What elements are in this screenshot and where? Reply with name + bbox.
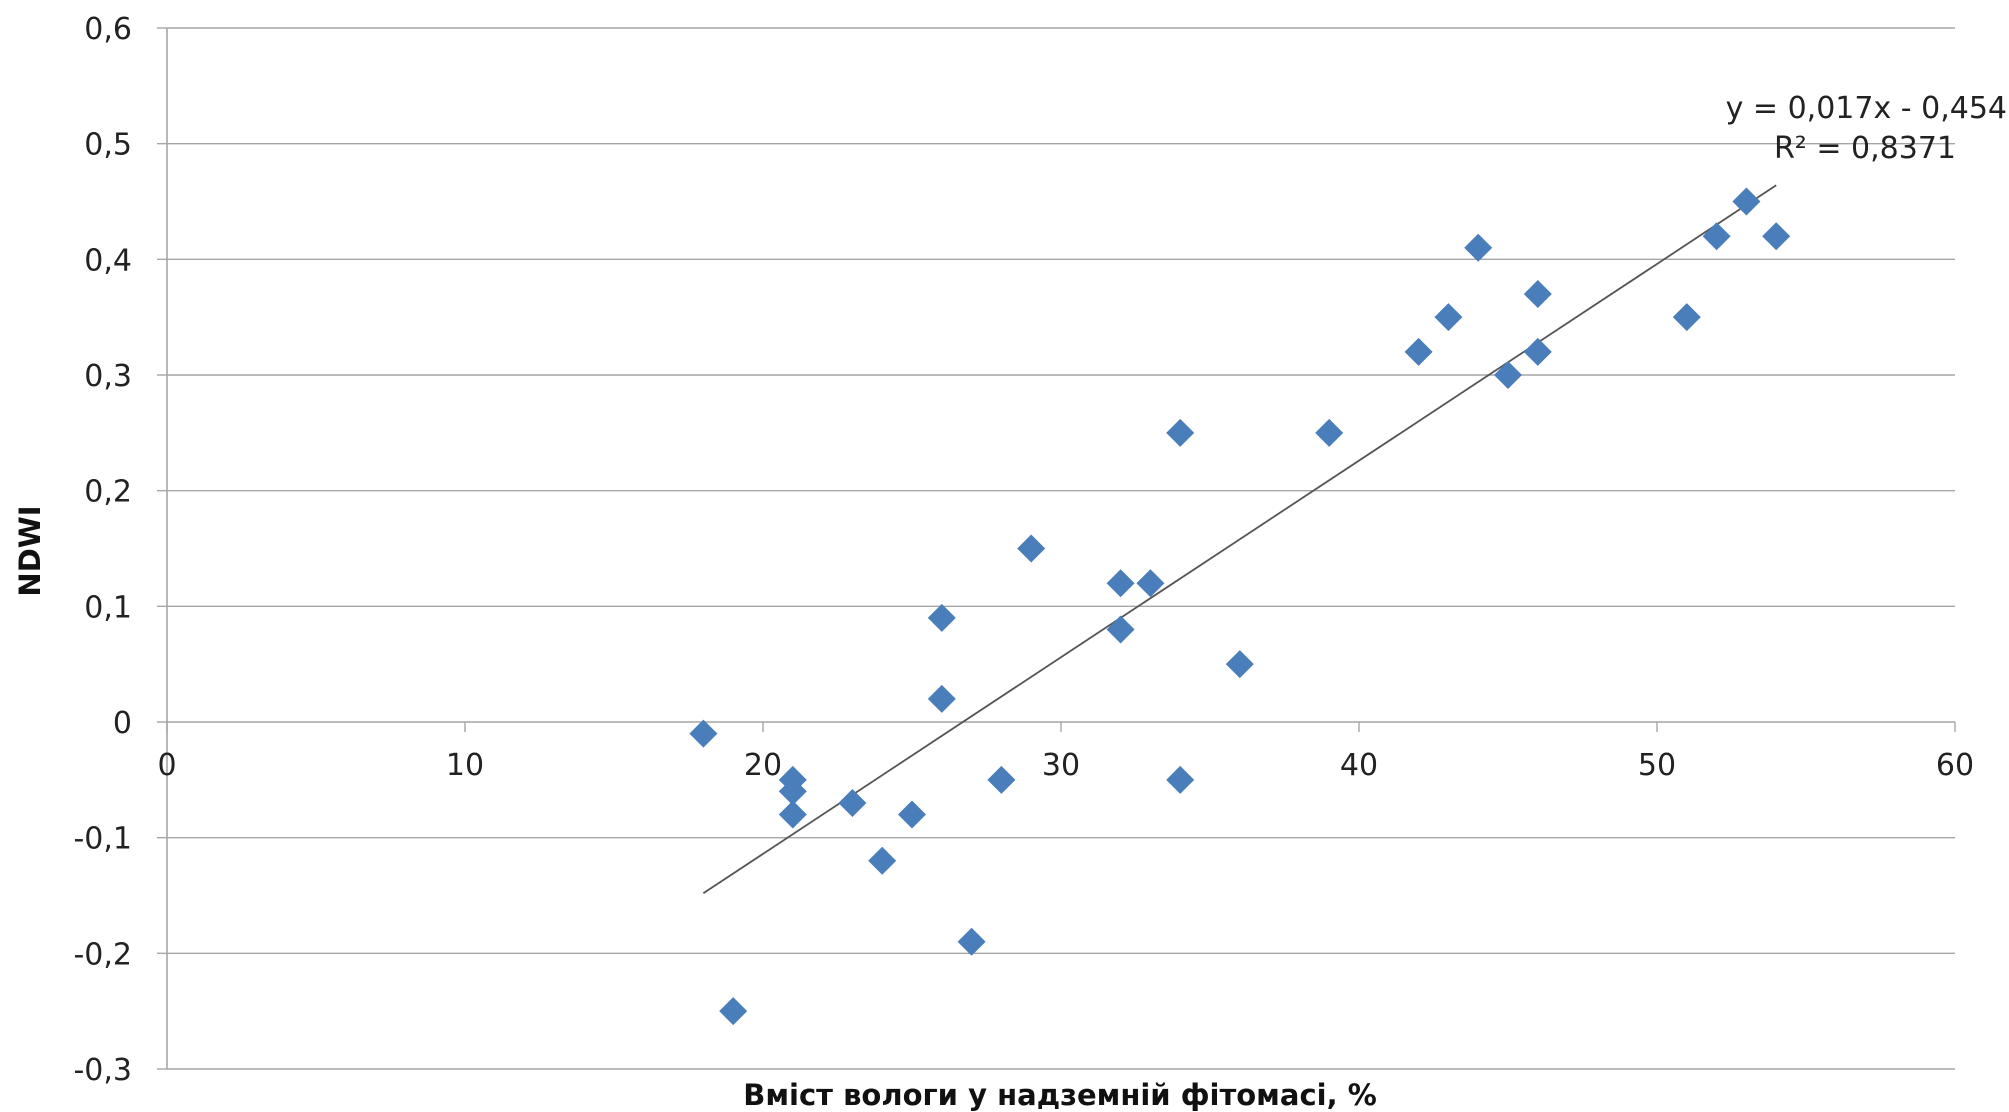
- data-point: [927, 684, 956, 713]
- x-tick-label: 50: [1638, 748, 1676, 783]
- trendline: [702, 184, 1777, 894]
- x-tick-label: 0: [157, 748, 176, 783]
- y-tick-label: 0,5: [84, 128, 132, 163]
- data-point: [719, 997, 748, 1026]
- y-tick-label: 0,6: [84, 12, 132, 47]
- data-point: [1762, 222, 1791, 251]
- data-point: [1404, 337, 1433, 366]
- data-point: [1523, 280, 1552, 309]
- axes: [157, 27, 1956, 1070]
- x-axis-title: Вміст вологи у надземній фітомасі, %: [743, 1078, 1377, 1112]
- data-point: [1166, 418, 1195, 447]
- data-point: [1732, 187, 1761, 216]
- data-point: [1702, 222, 1731, 251]
- y-tick-label: 0,1: [84, 590, 132, 625]
- x-tick-label: 40: [1340, 748, 1378, 783]
- x-tick-label: 20: [744, 748, 782, 783]
- data-point: [868, 846, 897, 875]
- data-point: [838, 788, 867, 817]
- trendline-group: [702, 184, 1777, 894]
- data-point: [1136, 569, 1165, 598]
- trendline-equation: y = 0,017x - 0,454: [1726, 91, 2007, 126]
- y-tick-label: 0,3: [84, 359, 132, 394]
- y-tick-label: -0,2: [73, 937, 132, 972]
- data-point: [927, 603, 956, 632]
- x-tick-label: 30: [1042, 748, 1080, 783]
- trendline-r2: R² = 0,8371: [1774, 131, 1956, 166]
- y-tick-label: 0,2: [84, 475, 132, 510]
- data-point: [689, 719, 718, 748]
- data-points: [689, 187, 1791, 1026]
- y-tick-label: -0,3: [73, 1053, 132, 1088]
- data-point: [778, 777, 807, 806]
- data-point: [898, 800, 926, 829]
- data-point: [1315, 418, 1344, 447]
- y-tick-label: 0: [113, 706, 132, 741]
- data-point: [987, 765, 1016, 794]
- data-point: [1672, 303, 1701, 332]
- data-point: [1225, 650, 1254, 679]
- data-point: [778, 800, 807, 829]
- gridlines: [167, 27, 1955, 1070]
- data-point: [957, 927, 986, 956]
- data-point: [1106, 569, 1135, 598]
- x-tick-label: 10: [446, 748, 484, 783]
- data-point: [1464, 233, 1493, 262]
- data-point: [1494, 361, 1522, 389]
- y-tick-labels: -0,3 -0,2 -0,1 0 0,1 0,2 0,3 0,4 0,5 0,6: [73, 12, 132, 1088]
- y-tick-label: 0,4: [84, 243, 132, 278]
- data-point: [1434, 303, 1463, 332]
- data-point: [1106, 615, 1135, 644]
- data-point: [1166, 765, 1195, 794]
- data-point: [1017, 534, 1046, 563]
- data-point: [1523, 337, 1552, 366]
- x-tick-label: 60: [1936, 748, 1974, 783]
- x-tick-labels: 0 10 20 30 40 50 60: [157, 748, 1974, 783]
- y-tick-label: -0,1: [73, 822, 132, 857]
- y-axis-title: NDWI: [13, 505, 47, 596]
